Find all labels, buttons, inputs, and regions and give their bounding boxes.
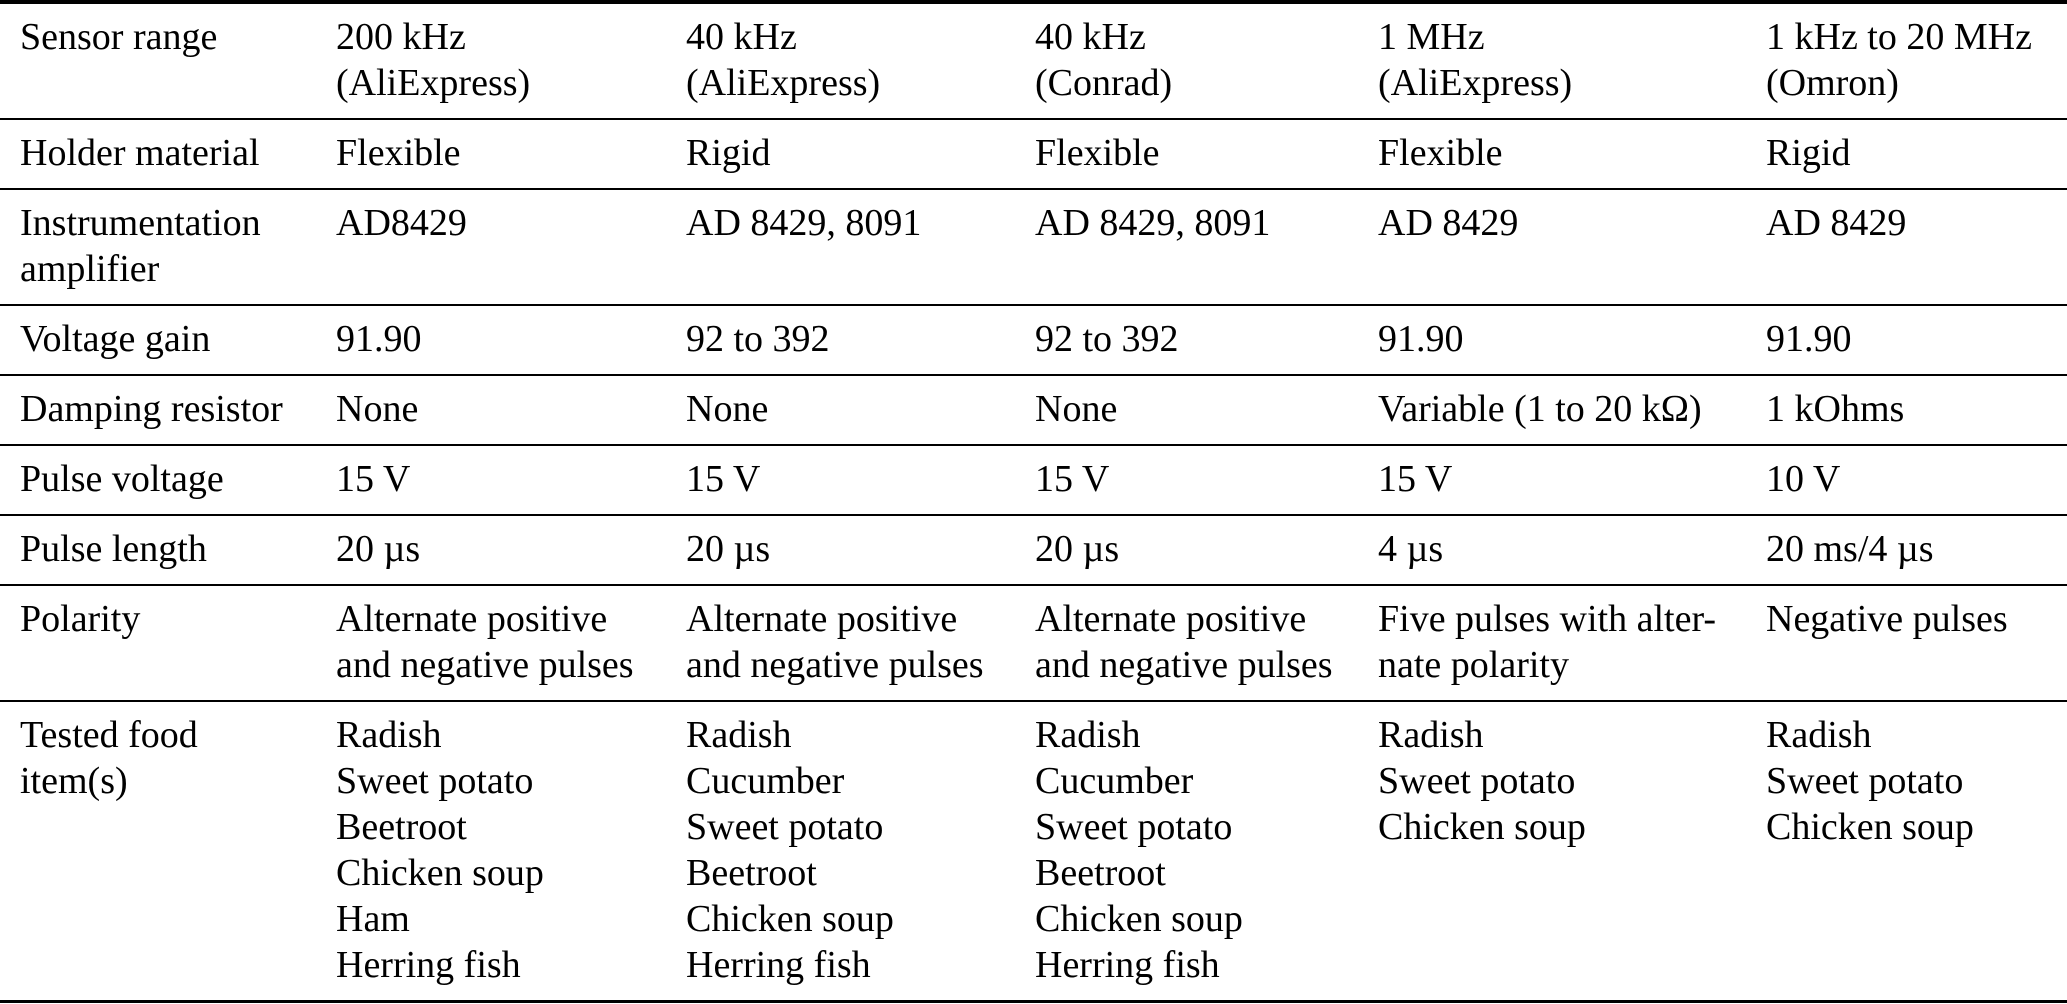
- row-label: Pulse voltage: [20, 458, 224, 500]
- cell: Flexible: [1378, 132, 1503, 174]
- cell: Rigid: [686, 132, 771, 174]
- cell: 92 to 392: [686, 318, 830, 360]
- cell: 92 to 392: [1035, 318, 1179, 360]
- cell: Five pulses with alter- nate polarity: [1378, 598, 1717, 686]
- cell: 1 kOhms: [1766, 388, 1905, 430]
- cell: Radish Cucumber Sweet potato Beetroot Ch…: [1035, 714, 1243, 986]
- cell: AD 8429, 8091: [686, 202, 922, 244]
- cell: 20 ms/4 µs: [1766, 528, 1934, 570]
- row-label: Holder material: [20, 132, 260, 174]
- cell: 91.90: [1766, 318, 1852, 360]
- cell: 15 V: [686, 458, 761, 500]
- row-polarity: Polarity Alternate positive and negative…: [0, 585, 2067, 701]
- row-label: Damping resistor: [20, 388, 283, 430]
- cell: Rigid: [1766, 132, 1851, 174]
- row-instrumentation-amplifier: Instrumentation amplifier AD8429 AD 8429…: [0, 189, 2067, 305]
- cell: Radish Cucumber Sweet potato Beetroot Ch…: [686, 714, 894, 986]
- cell: 40 kHz (Conrad): [1035, 16, 1173, 104]
- cell: 91.90: [1378, 318, 1464, 360]
- cell: 20 µs: [686, 528, 771, 570]
- cell: Radish Sweet potato Chicken soup: [1378, 714, 1586, 848]
- row-pulse-length: Pulse length 20 µs 20 µs 20 µs 4 µs 20 m…: [0, 515, 2067, 585]
- cell: Alternate positive and negative pulses: [1035, 598, 1333, 686]
- row-label: Pulse length: [20, 528, 207, 570]
- cell: 15 V: [1035, 458, 1110, 500]
- row-damping-resistor: Damping resistor None None None Variable…: [0, 375, 2067, 445]
- cell: AD 8429, 8091: [1035, 202, 1271, 244]
- cell: 40 kHz (AliExpress): [686, 16, 881, 104]
- cell: 20 µs: [336, 528, 421, 570]
- cell: 20 µs: [1035, 528, 1120, 570]
- cell: 200 kHz (AliExpress): [336, 16, 531, 104]
- cell: Alternate positive and negative pulses: [336, 598, 634, 686]
- cell: None: [336, 388, 419, 430]
- cell: Radish Sweet potato Beetroot Chicken sou…: [336, 714, 544, 986]
- row-label: Sensor range: [20, 16, 218, 58]
- row-sensor-range: Sensor range 200 kHz (AliExpress) 40 kHz…: [0, 2, 2067, 119]
- cell: Radish Sweet potato Chicken soup: [1766, 714, 1974, 848]
- cell: None: [686, 388, 769, 430]
- cell: Variable (1 to 20 kΩ): [1378, 388, 1702, 430]
- cell: 1 kHz to 20 MHz (Omron): [1766, 16, 2032, 104]
- cell: 15 V: [1378, 458, 1453, 500]
- cell: AD 8429: [1766, 202, 1907, 244]
- row-label: Polarity: [20, 598, 141, 640]
- cell: AD 8429: [1378, 202, 1519, 244]
- cell: Negative pulses: [1766, 598, 2008, 640]
- cell: Flexible: [1035, 132, 1160, 174]
- row-label: Tested food item(s): [20, 714, 198, 802]
- row-holder-material: Holder material Flexible Rigid Flexible …: [0, 119, 2067, 189]
- cell: Alternate positive and negative pulses: [686, 598, 984, 686]
- row-label: Instrumentation amplifier: [20, 202, 261, 290]
- cell: 15 V: [336, 458, 411, 500]
- cell: 10 V: [1766, 458, 1841, 500]
- cell: 91.90: [336, 318, 422, 360]
- row-label: Voltage gain: [20, 318, 211, 360]
- cell: 4 µs: [1378, 528, 1444, 570]
- cell: 1 MHz (AliExpress): [1378, 16, 1573, 104]
- row-tested-food-items: Tested food item(s) Radish Sweet potato …: [0, 701, 2067, 1002]
- cell: None: [1035, 388, 1118, 430]
- row-voltage-gain: Voltage gain 91.90 92 to 392 92 to 392 9…: [0, 305, 2067, 375]
- cell: Flexible: [336, 132, 461, 174]
- cell: AD8429: [336, 202, 467, 244]
- row-pulse-voltage: Pulse voltage 15 V 15 V 15 V 15 V 10 V: [0, 445, 2067, 515]
